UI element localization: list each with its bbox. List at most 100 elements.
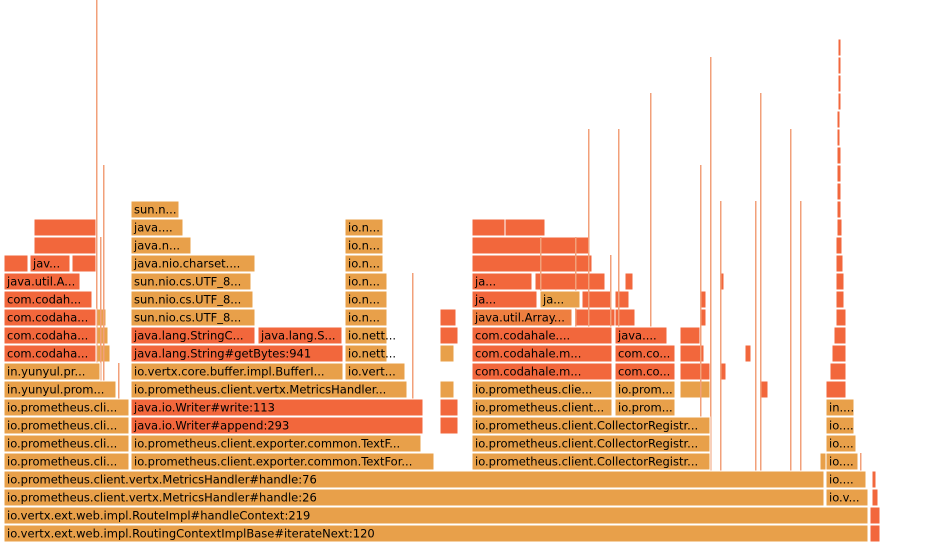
stack-frame[interactable] xyxy=(471,290,538,309)
frame-label[interactable]: java.lang.S... xyxy=(260,329,336,343)
stack-frame[interactable] xyxy=(614,326,668,345)
frame-label[interactable]: io.prometheus.cli... xyxy=(7,419,117,433)
frame-label[interactable]: io.prometheus.clie... xyxy=(475,383,592,397)
stack-frame[interactable] xyxy=(3,362,101,381)
stack-frame[interactable] xyxy=(344,326,388,345)
frame-label[interactable]: in.yunyul.pr... xyxy=(7,365,85,379)
stack-frame[interactable] xyxy=(344,218,384,237)
frame-label[interactable]: com.codahale.m... xyxy=(475,347,581,361)
frame-label[interactable]: io.n... xyxy=(348,293,380,307)
frame-label[interactable]: io.... xyxy=(829,437,854,451)
frame-label[interactable]: java.lang.StringC... xyxy=(133,329,244,343)
stack-frame[interactable] xyxy=(471,326,613,345)
frame-label[interactable]: com.co... xyxy=(618,365,670,379)
stack-frame[interactable] xyxy=(344,308,388,327)
frame-label[interactable]: java.... xyxy=(133,221,173,235)
stack-frame[interactable] xyxy=(257,326,343,345)
frame-label[interactable]: io.vertx.ext.web.impl.RoutingContextImpl… xyxy=(7,527,375,541)
stack-frame[interactable] xyxy=(29,254,71,273)
frame-label[interactable]: com.codaha... xyxy=(7,347,88,361)
frame-label[interactable]: io.prometheus.cli... xyxy=(7,437,117,451)
stack-frame[interactable] xyxy=(471,416,711,435)
stack-frame[interactable] xyxy=(614,398,676,417)
frame-label[interactable]: io.n... xyxy=(348,311,380,325)
stack-frame[interactable] xyxy=(3,434,130,453)
frame-label[interactable]: java.io.Writer#append:293 xyxy=(133,419,289,433)
stack-frame[interactable] xyxy=(3,506,869,525)
stack-frame[interactable] xyxy=(614,344,676,363)
stack-frame[interactable] xyxy=(825,488,869,507)
stack-frame[interactable] xyxy=(130,362,344,381)
frame-label[interactable]: io.prometheus.cli... xyxy=(7,455,117,469)
frame-label[interactable]: io.v... xyxy=(829,491,860,505)
stack-frame[interactable] xyxy=(471,308,573,327)
frame-label[interactable]: io.prometheus.client.exporter.common.Tex… xyxy=(134,437,400,451)
frame-label[interactable]: io.prometheus.client.vertx.MetricsHandle… xyxy=(7,473,317,487)
stack-frame[interactable] xyxy=(614,380,676,399)
stack-frame[interactable] xyxy=(3,308,97,327)
frame-label[interactable]: sun.nio.cs.UTF_8... xyxy=(134,311,241,325)
frame-label[interactable]: in.yunyul.prom... xyxy=(7,383,104,397)
frame-label[interactable]: java.util.A... xyxy=(6,275,75,289)
stack-frame[interactable] xyxy=(130,344,344,363)
frame-label[interactable]: io.n... xyxy=(348,221,380,235)
frame-label[interactable]: java.... xyxy=(617,329,657,343)
frame-label[interactable]: in.... xyxy=(829,401,854,415)
frame-label[interactable]: io.nett... xyxy=(348,329,396,343)
frame-label[interactable]: com.co... xyxy=(618,347,670,361)
frame-label[interactable]: com.codahale.... xyxy=(475,329,570,343)
stack-frame[interactable] xyxy=(130,200,180,219)
frame-label[interactable]: io.nett... xyxy=(348,347,396,361)
frame-label[interactable]: io.prometheus.cli... xyxy=(7,401,117,415)
frame-label[interactable]: java.io.Writer#write:113 xyxy=(133,401,275,415)
stack-frame[interactable] xyxy=(130,416,424,435)
frame-label[interactable]: io.prometheus.client... xyxy=(475,401,604,415)
frame-label[interactable]: io.vertx.core.buffer.impl.BufferI... xyxy=(134,365,325,379)
stack-frame[interactable] xyxy=(344,362,406,381)
frame-label[interactable]: io.... xyxy=(829,455,854,469)
stack-frame[interactable] xyxy=(825,434,857,453)
stack-frame[interactable] xyxy=(130,308,256,327)
stack-frame[interactable] xyxy=(344,236,384,255)
frame-label[interactable]: io.n... xyxy=(348,275,380,289)
stack-frame[interactable] xyxy=(471,362,613,381)
stack-frame[interactable] xyxy=(471,398,613,417)
stack-frame[interactable] xyxy=(3,398,130,417)
stack-frame[interactable] xyxy=(3,290,93,309)
frame-label[interactable]: io.prom... xyxy=(618,383,673,397)
stack-frame[interactable] xyxy=(130,290,254,309)
frame-label[interactable]: java.lang.String#getBytes:941 xyxy=(133,347,311,361)
frame-label[interactable]: sun.nio.cs.UTF_8... xyxy=(134,275,241,289)
frame-label[interactable]: sun.nio.cs.UTF_8... xyxy=(134,293,241,307)
stack-frame[interactable] xyxy=(344,344,388,363)
frame-label[interactable]: io.prometheus.client.CollectorRegistr... xyxy=(475,419,698,433)
stack-frame[interactable] xyxy=(539,290,581,309)
stack-frame[interactable] xyxy=(3,272,81,291)
stack-frame[interactable] xyxy=(130,434,422,453)
stack-frame[interactable] xyxy=(344,254,384,273)
stack-frame[interactable] xyxy=(471,434,711,453)
frame-label[interactable]: io.vertx.ext.web.impl.RouteImpl#handleCo… xyxy=(7,509,310,523)
frame-label[interactable]: com.codah... xyxy=(7,293,81,307)
stack-frame[interactable] xyxy=(344,272,388,291)
frame-label[interactable]: com.codaha... xyxy=(7,311,88,325)
frame-label[interactable]: io.vert... xyxy=(348,365,396,379)
stack-frame[interactable] xyxy=(3,470,825,489)
stack-frame[interactable] xyxy=(825,416,855,435)
frame-label[interactable]: com.codahale.m... xyxy=(475,365,581,379)
frame-label[interactable]: ja... xyxy=(542,293,564,307)
stack-frame[interactable] xyxy=(3,452,130,471)
stack-frame[interactable] xyxy=(825,470,867,489)
stack-frame[interactable] xyxy=(3,380,117,399)
frame-label[interactable]: com.codaha... xyxy=(7,329,88,343)
stack-frame[interactable] xyxy=(130,380,408,399)
stack-frame[interactable] xyxy=(3,344,97,363)
stack-frame[interactable] xyxy=(130,272,252,291)
stack-frame[interactable] xyxy=(825,452,859,471)
stack-frame[interactable] xyxy=(130,452,435,471)
frame-label[interactable]: io.... xyxy=(829,419,854,433)
frame-label[interactable]: io.n... xyxy=(348,239,380,253)
frame-label[interactable]: jav... xyxy=(32,257,60,271)
frame-label[interactable]: io.n... xyxy=(348,257,380,271)
frame-label[interactable]: io.prom... xyxy=(618,401,673,415)
